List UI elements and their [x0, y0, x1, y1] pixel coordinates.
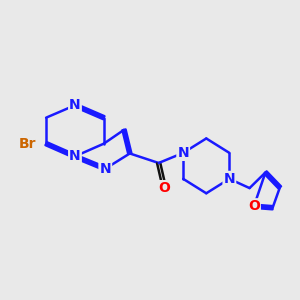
Text: Br: Br — [19, 137, 36, 151]
Text: N: N — [69, 98, 81, 112]
Text: N: N — [224, 172, 235, 186]
Text: N: N — [177, 146, 189, 160]
Text: O: O — [248, 199, 260, 213]
Text: N: N — [100, 162, 111, 176]
Text: O: O — [158, 181, 170, 195]
Text: N: N — [69, 149, 81, 163]
